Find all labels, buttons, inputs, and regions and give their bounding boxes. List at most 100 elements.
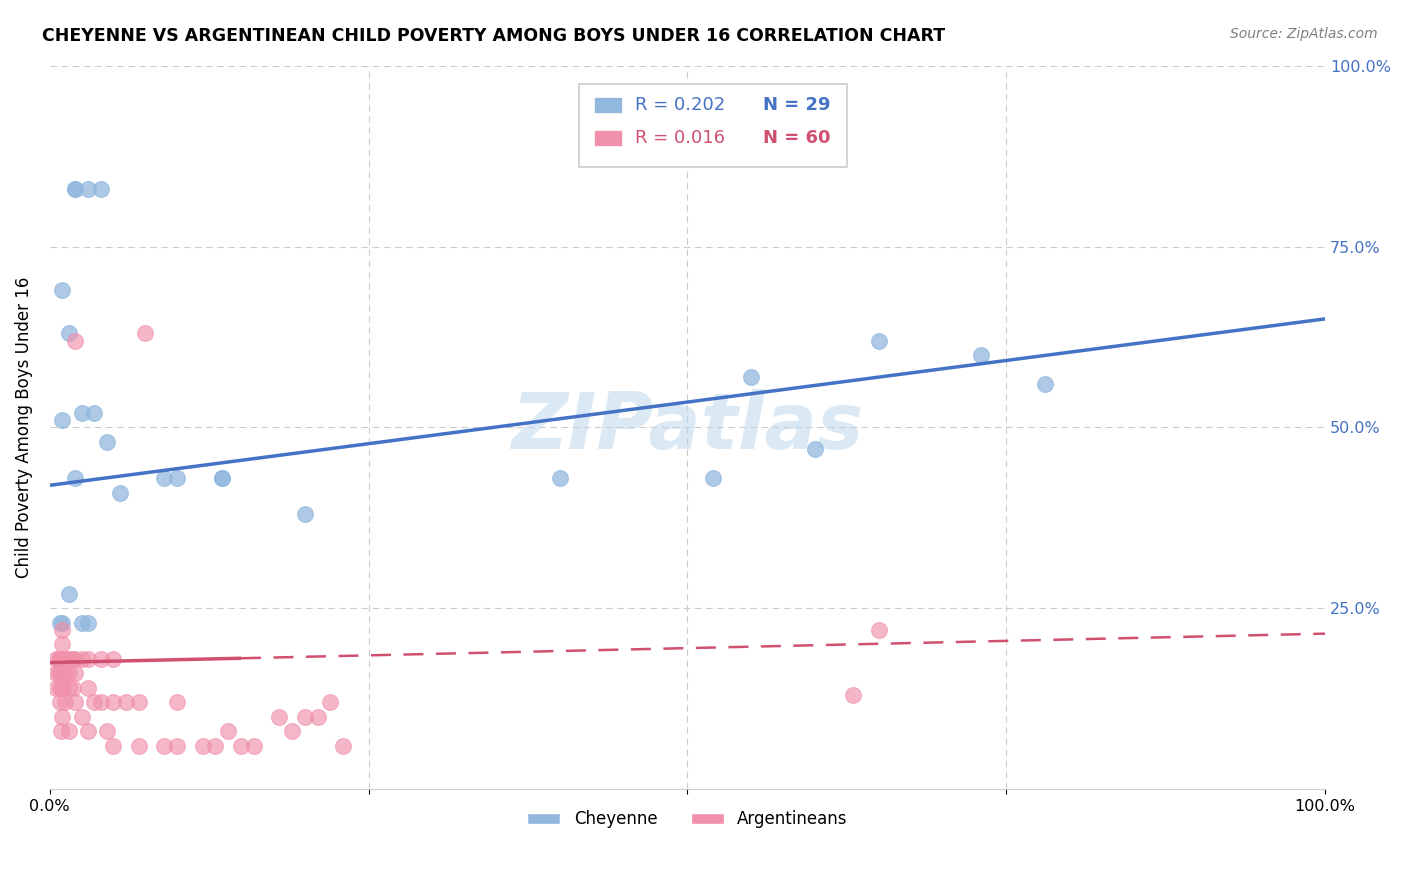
Point bbox=[53, 652, 76, 666]
Point bbox=[63, 181, 86, 195]
Point bbox=[294, 710, 316, 724]
Text: R = 0.016: R = 0.016 bbox=[636, 129, 725, 147]
Point bbox=[51, 681, 73, 695]
Point bbox=[868, 334, 890, 348]
Point bbox=[242, 739, 264, 753]
Point bbox=[166, 739, 188, 753]
Point bbox=[90, 181, 112, 195]
Point bbox=[49, 695, 72, 709]
Point bbox=[191, 739, 214, 753]
Point bbox=[740, 369, 762, 384]
Point bbox=[868, 623, 890, 637]
Point bbox=[51, 638, 73, 652]
Point bbox=[96, 434, 118, 449]
Point bbox=[63, 666, 86, 681]
Point bbox=[702, 471, 724, 485]
Point bbox=[108, 485, 131, 500]
Point bbox=[804, 442, 827, 456]
Point bbox=[307, 710, 329, 724]
Point bbox=[63, 181, 86, 195]
Point bbox=[90, 695, 112, 709]
Point bbox=[319, 695, 342, 709]
Point bbox=[77, 724, 100, 739]
Point bbox=[63, 695, 86, 709]
Point bbox=[63, 471, 86, 485]
Point bbox=[70, 615, 93, 630]
Point bbox=[45, 681, 67, 695]
Point bbox=[153, 471, 176, 485]
Point bbox=[90, 652, 112, 666]
Point bbox=[62, 681, 84, 695]
Point bbox=[53, 666, 76, 681]
Point bbox=[58, 652, 80, 666]
Point bbox=[548, 471, 571, 485]
Y-axis label: Child Poverty Among Boys Under 16: Child Poverty Among Boys Under 16 bbox=[15, 277, 32, 578]
Point bbox=[45, 652, 67, 666]
Point bbox=[1033, 376, 1056, 391]
Text: N = 60: N = 60 bbox=[762, 129, 830, 147]
Text: N = 29: N = 29 bbox=[762, 96, 830, 114]
Point bbox=[51, 283, 73, 297]
Text: R = 0.202: R = 0.202 bbox=[636, 96, 725, 114]
FancyBboxPatch shape bbox=[595, 130, 623, 146]
Point bbox=[229, 739, 252, 753]
FancyBboxPatch shape bbox=[595, 97, 623, 113]
Point bbox=[45, 666, 67, 681]
Point bbox=[48, 652, 70, 666]
Point bbox=[128, 739, 150, 753]
Point bbox=[166, 695, 188, 709]
Point bbox=[211, 471, 233, 485]
Text: CHEYENNE VS ARGENTINEAN CHILD POVERTY AMONG BOYS UNDER 16 CORRELATION CHART: CHEYENNE VS ARGENTINEAN CHILD POVERTY AM… bbox=[42, 27, 945, 45]
Point bbox=[49, 666, 72, 681]
Point bbox=[58, 587, 80, 601]
Point bbox=[103, 652, 125, 666]
Point bbox=[842, 688, 865, 702]
Point bbox=[204, 739, 226, 753]
Point bbox=[51, 623, 73, 637]
FancyBboxPatch shape bbox=[579, 84, 846, 167]
Point bbox=[49, 615, 72, 630]
Point bbox=[332, 739, 354, 753]
Point bbox=[153, 739, 176, 753]
Point bbox=[77, 652, 100, 666]
Point bbox=[970, 348, 993, 362]
Point bbox=[58, 326, 80, 341]
Point bbox=[96, 724, 118, 739]
Point bbox=[49, 681, 72, 695]
Point bbox=[103, 739, 125, 753]
Point bbox=[294, 508, 316, 522]
Point bbox=[281, 724, 304, 739]
Point bbox=[217, 724, 239, 739]
Point bbox=[70, 406, 93, 420]
Point bbox=[115, 695, 138, 709]
Point bbox=[49, 724, 72, 739]
Text: ZIPatlas: ZIPatlas bbox=[512, 390, 863, 466]
Point bbox=[51, 615, 73, 630]
Point bbox=[70, 710, 93, 724]
Legend: Cheyenne, Argentineans: Cheyenne, Argentineans bbox=[520, 804, 855, 835]
Point bbox=[134, 326, 156, 341]
Point bbox=[63, 334, 86, 348]
Point bbox=[62, 652, 84, 666]
Point bbox=[51, 413, 73, 427]
Point bbox=[58, 724, 80, 739]
Point bbox=[77, 615, 100, 630]
Point bbox=[83, 695, 105, 709]
Point bbox=[166, 471, 188, 485]
Point bbox=[49, 652, 72, 666]
Point bbox=[269, 710, 291, 724]
Point bbox=[58, 666, 80, 681]
Point bbox=[103, 695, 125, 709]
Point bbox=[51, 652, 73, 666]
Text: Source: ZipAtlas.com: Source: ZipAtlas.com bbox=[1230, 27, 1378, 41]
Point bbox=[128, 695, 150, 709]
Point bbox=[53, 695, 76, 709]
Point bbox=[211, 471, 233, 485]
Point bbox=[70, 652, 93, 666]
Point bbox=[51, 710, 73, 724]
Point bbox=[48, 666, 70, 681]
Point bbox=[63, 652, 86, 666]
Point bbox=[58, 681, 80, 695]
Point bbox=[83, 406, 105, 420]
Point bbox=[77, 181, 100, 195]
